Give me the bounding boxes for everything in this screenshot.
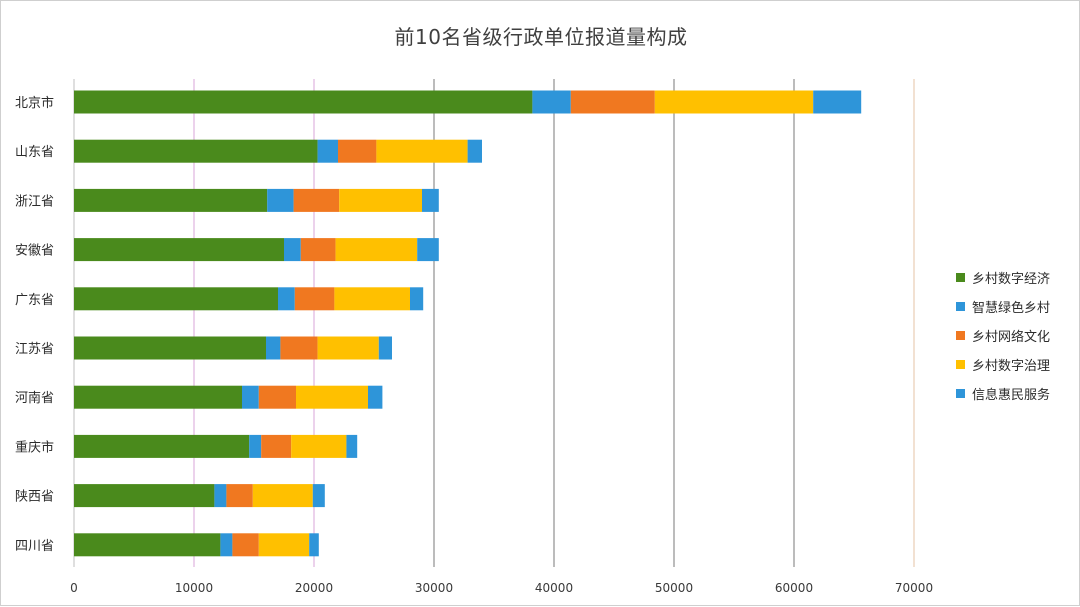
bar-segment [294,287,335,311]
legend-label: 智慧绿色乡村 [972,301,1051,316]
bar-segment [267,188,294,212]
bar-segment [376,139,468,163]
bar-segment [74,533,221,557]
category-label: 浙江省 [15,194,54,209]
x-tick-label: 10000 [175,581,213,595]
bar-segment [278,287,295,311]
legend-swatch [956,273,965,282]
bar-segment [249,434,262,458]
bar-segment [368,385,383,409]
bar-segment [317,139,338,163]
legend-swatch [956,389,965,398]
bar-segment [346,434,358,458]
bar-segment [74,434,250,458]
bar-segment [312,484,325,508]
bar-segment [296,385,368,409]
bar-segment [291,434,347,458]
bar-segment [74,90,533,114]
bar-segment [74,385,242,409]
legend-item: 乡村数字经济 [956,263,1050,292]
x-tick-label: 20000 [295,581,333,595]
bar-segment [74,238,284,262]
bar-segment [261,434,292,458]
bar-segment [309,533,319,557]
x-tick-label: 40000 [535,581,573,595]
category-label: 重庆市 [15,439,54,455]
bar-segment [317,336,379,360]
legend-label: 乡村网络文化 [972,330,1051,345]
category-label: 北京市 [15,95,54,111]
bar-segment [266,336,281,360]
bar-segment [335,238,418,262]
x-tick-label: 50000 [655,581,693,595]
bar-segment [280,336,318,360]
bar-segment [74,139,318,163]
legend-item: 乡村数字治理 [956,350,1050,379]
category-label: 河南省 [15,390,54,406]
bar-segment [532,90,571,114]
bar-segment [226,484,253,508]
legend-swatch [956,360,965,369]
bar-segment [334,287,410,311]
x-tick-label: 70000 [895,581,933,595]
category-label: 广东省 [15,293,54,308]
legend-swatch [956,302,965,311]
bar-segment [293,188,340,212]
bar-segment [74,336,266,360]
x-tick-label: 30000 [415,581,453,595]
bar-segment [467,139,482,163]
bar-segment [570,90,655,114]
bar-segment [252,484,313,508]
chart-title: 前10名省级行政单位报道量构成 [394,25,688,49]
category-label: 陕西省 [15,490,54,505]
x-tick-label: 60000 [775,581,813,595]
bar-segment [339,188,422,212]
bar-segment [378,336,392,360]
bar-segment [74,287,278,311]
legend-swatch [956,331,965,340]
legend-item: 乡村网络文化 [956,321,1050,350]
bar-segment [74,484,215,508]
bar-segment [214,484,227,508]
chart-legend: 乡村数字经济 智慧绿色乡村 乡村网络文化 乡村数字治理 信息惠民服务 [956,263,1050,408]
legend-item: 信息惠民服务 [956,379,1050,408]
bar-segment [284,238,301,262]
legend-item: 智慧绿色乡村 [956,292,1050,321]
x-tick-label: 0 [70,581,78,595]
bar-segment [300,238,336,262]
bar-segment [242,385,259,409]
bar-segment [338,139,377,163]
legend-label: 乡村数字经济 [972,272,1051,287]
bar-segment [422,188,439,212]
bar-segment [258,533,310,557]
bar-segment [220,533,233,557]
category-label: 安徽省 [15,244,54,259]
bar-segment [232,533,259,557]
category-label: 四川省 [15,539,54,554]
bar-segment [258,385,296,409]
legend-label: 乡村数字治理 [972,359,1051,374]
bar-segment [74,188,268,212]
category-label: 江苏省 [15,341,54,357]
legend-label: 信息惠民服务 [972,388,1051,403]
bar-segment [654,90,814,114]
bar-segment [417,238,439,262]
bar-segment [813,90,862,114]
bar-segment [410,287,424,311]
category-label: 山东省 [15,145,54,160]
